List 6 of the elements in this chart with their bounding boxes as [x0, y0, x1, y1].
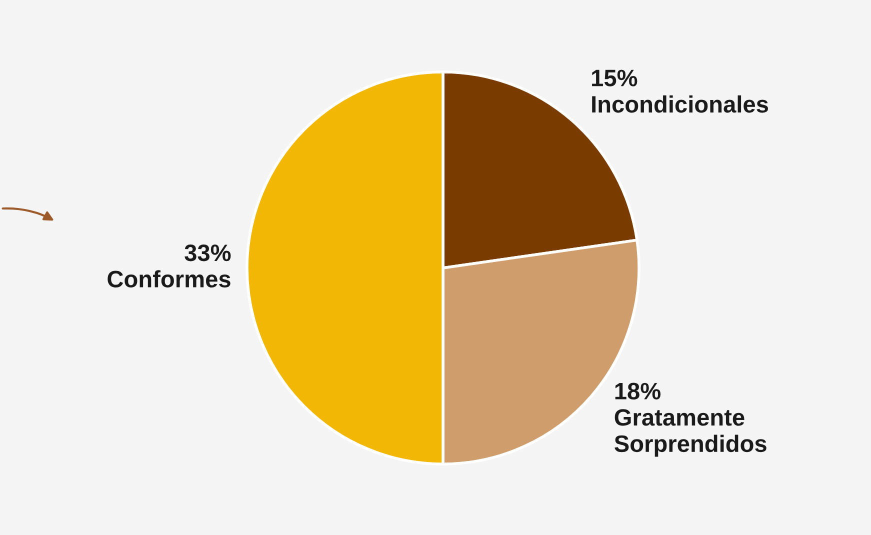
slice-label: Gratamente Sorprendidos: [614, 409, 766, 457]
slice-label: Incondicionales: [592, 95, 768, 113]
data-label: 18%: [615, 382, 661, 400]
data-label: 15%: [592, 70, 638, 86]
slice-label: Conformes: [108, 270, 230, 288]
data-label: 33%: [184, 244, 231, 262]
